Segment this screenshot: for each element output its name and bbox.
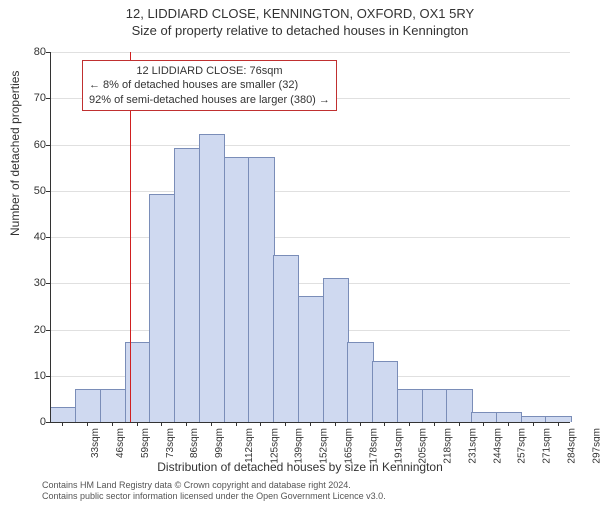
histogram-bar bbox=[471, 412, 497, 422]
gridline bbox=[50, 283, 570, 284]
x-tick-label: 139sqm bbox=[294, 428, 305, 464]
y-tick-label: 60 bbox=[16, 139, 46, 151]
x-tick-label: 297sqm bbox=[591, 428, 600, 464]
histogram-bar bbox=[496, 412, 522, 422]
x-tick-label: 86sqm bbox=[189, 428, 200, 458]
histogram-bar bbox=[224, 157, 250, 422]
footer-line2: Contains public sector information licen… bbox=[42, 491, 386, 502]
y-tick-label: 20 bbox=[16, 324, 46, 336]
y-tick-label: 30 bbox=[16, 277, 46, 289]
annotation-line: 12 LIDDIARD CLOSE: 76sqm bbox=[89, 64, 330, 78]
annotation-line: ← 8% of detached houses are smaller (32) bbox=[89, 78, 330, 92]
histogram-bar bbox=[100, 389, 126, 422]
histogram-bar bbox=[298, 296, 324, 422]
histogram-bar bbox=[347, 342, 373, 422]
x-tick-label: 178sqm bbox=[368, 428, 379, 464]
histogram-bar bbox=[199, 134, 225, 422]
plot-region: 0102030405060708033sqm46sqm59sqm73sqm86s… bbox=[50, 52, 570, 422]
histogram-bar bbox=[174, 148, 200, 422]
histogram-bar bbox=[372, 361, 398, 422]
x-axis-line bbox=[50, 422, 570, 423]
y-tick-label: 50 bbox=[16, 185, 46, 197]
gridline bbox=[50, 52, 570, 53]
footer-line1: Contains HM Land Registry data © Crown c… bbox=[42, 480, 386, 491]
x-tick-label: 218sqm bbox=[443, 428, 454, 464]
x-axis-label: Distribution of detached houses by size … bbox=[0, 460, 600, 474]
x-tick-label: 59sqm bbox=[140, 428, 151, 458]
y-tick-label: 0 bbox=[16, 416, 46, 428]
x-tick-label: 205sqm bbox=[418, 428, 429, 464]
annotation-box: 12 LIDDIARD CLOSE: 76sqm← 8% of detached… bbox=[82, 60, 337, 111]
gridline bbox=[50, 237, 570, 238]
x-tick-label: 33sqm bbox=[90, 428, 101, 458]
x-tick-label: 125sqm bbox=[269, 428, 280, 464]
histogram-bar bbox=[323, 278, 349, 422]
x-tick-label: 271sqm bbox=[542, 428, 553, 464]
gridline bbox=[50, 145, 570, 146]
x-tick-label: 112sqm bbox=[244, 428, 255, 463]
x-tick-label: 99sqm bbox=[214, 428, 225, 458]
y-tick-label: 40 bbox=[16, 231, 46, 243]
chart-container: 12, LIDDIARD CLOSE, KENNINGTON, OXFORD, … bbox=[0, 6, 600, 506]
x-tick-label: 191sqm bbox=[393, 428, 404, 464]
y-tick-label: 70 bbox=[16, 92, 46, 104]
histogram-bar bbox=[273, 255, 299, 423]
histogram-bar bbox=[422, 389, 448, 422]
chart-area: 0102030405060708033sqm46sqm59sqm73sqm86s… bbox=[50, 52, 570, 422]
histogram-bar bbox=[446, 389, 472, 422]
chart-subtitle: Size of property relative to detached ho… bbox=[0, 23, 600, 38]
histogram-bar bbox=[50, 407, 76, 422]
x-tick-label: 244sqm bbox=[492, 428, 503, 464]
histogram-bar bbox=[248, 157, 274, 422]
histogram-bar bbox=[149, 194, 175, 422]
gridline bbox=[50, 191, 570, 192]
chart-title: 12, LIDDIARD CLOSE, KENNINGTON, OXFORD, … bbox=[0, 6, 600, 21]
x-tick-label: 165sqm bbox=[344, 428, 355, 464]
x-tick-label: 231sqm bbox=[467, 428, 478, 464]
histogram-bar bbox=[75, 389, 101, 422]
histogram-bar bbox=[397, 389, 423, 422]
x-tick-label: 284sqm bbox=[566, 428, 577, 464]
annotation-line: 92% of semi-detached houses are larger (… bbox=[89, 93, 330, 107]
footer-text: Contains HM Land Registry data © Crown c… bbox=[42, 480, 386, 503]
x-tick-label: 257sqm bbox=[517, 428, 528, 464]
histogram-bar bbox=[125, 342, 151, 422]
y-tick-label: 10 bbox=[16, 370, 46, 382]
x-tick-label: 73sqm bbox=[165, 428, 176, 458]
y-tick-label: 80 bbox=[16, 46, 46, 58]
y-axis-line bbox=[50, 52, 51, 422]
x-tick-label: 152sqm bbox=[319, 428, 330, 464]
x-tick-label: 46sqm bbox=[115, 428, 126, 458]
